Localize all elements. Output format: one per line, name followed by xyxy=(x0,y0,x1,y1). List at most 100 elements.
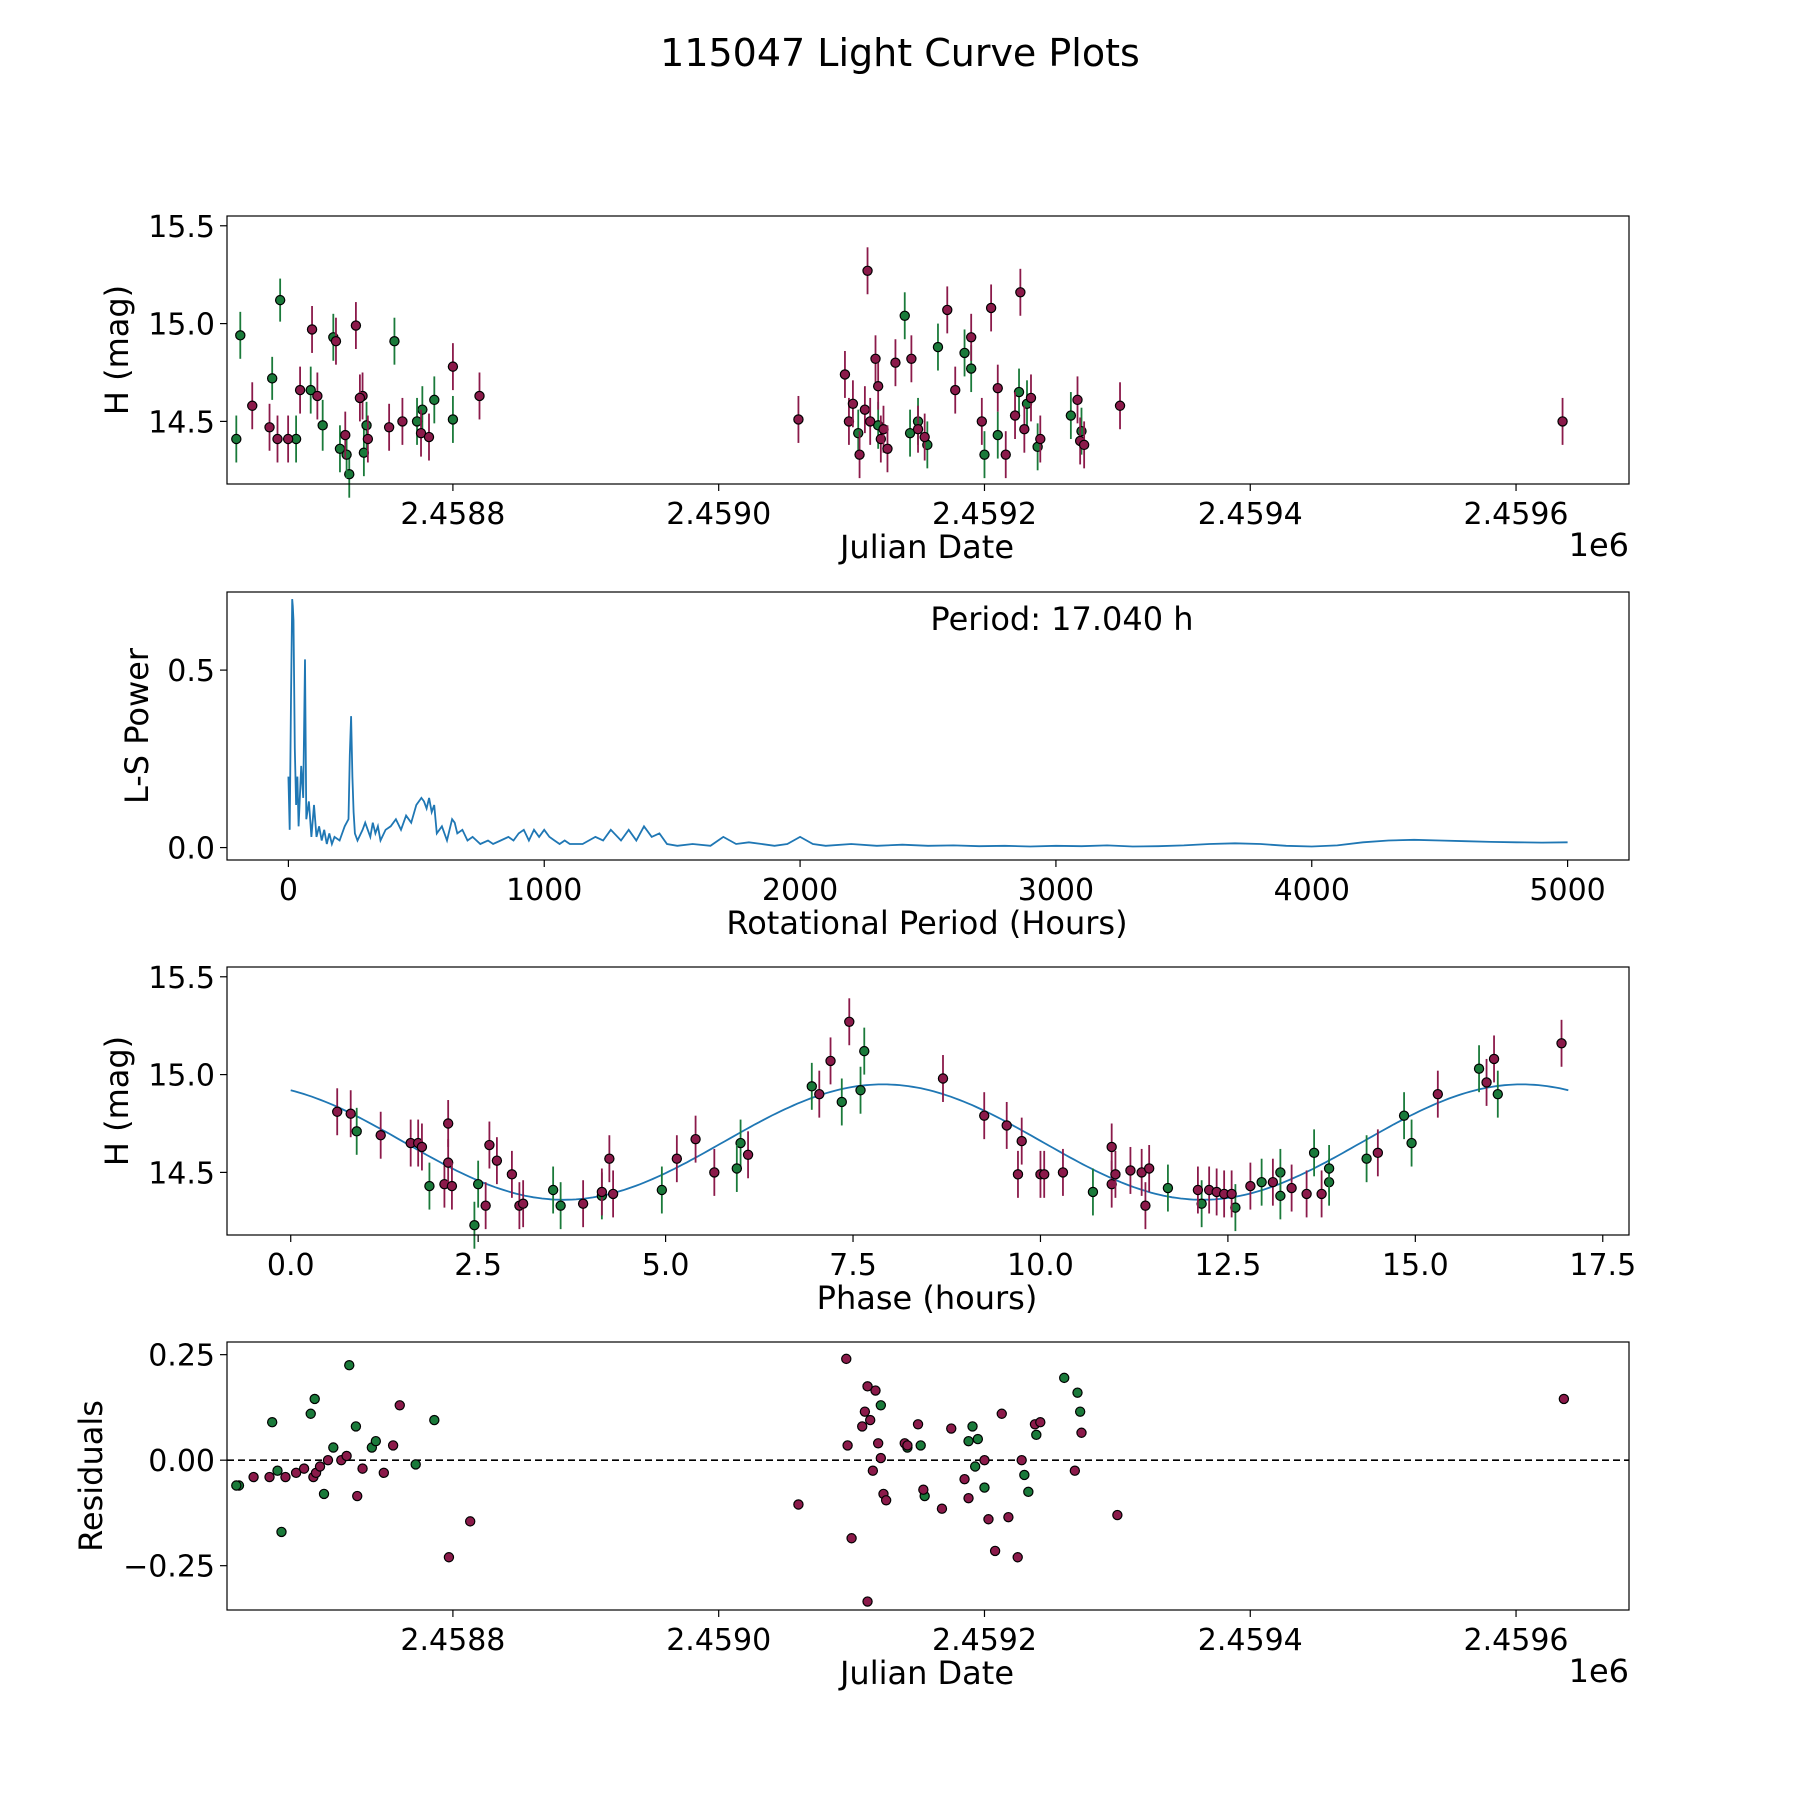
lc-offset-label: 1e6 xyxy=(1569,526,1629,564)
data-point-maroon xyxy=(989,1545,1001,1557)
data-point-green xyxy=(1308,1147,1320,1159)
data-point-green xyxy=(932,341,944,353)
data-point-green xyxy=(547,1184,559,1196)
data-point-green xyxy=(992,429,1003,441)
data-point-maroon xyxy=(322,1454,334,1466)
data-point-green xyxy=(1072,1387,1083,1398)
x-tick-label: 2.4588 xyxy=(400,1623,505,1658)
data-point-maroon xyxy=(976,416,988,427)
data-point-green xyxy=(272,1465,283,1476)
data-point-green xyxy=(899,310,910,321)
data-point-maroon xyxy=(979,1110,990,1121)
data-point-maroon xyxy=(1012,1552,1023,1563)
data-point-maroon xyxy=(902,1440,913,1451)
data-point-maroon xyxy=(875,1452,887,1464)
x-tick-label: 2.4596 xyxy=(1464,497,1569,532)
data-point-green xyxy=(656,1184,668,1196)
data-point-maroon xyxy=(912,424,924,435)
x-tick-label: 0.0 xyxy=(267,1248,315,1283)
data-point-maroon xyxy=(397,416,408,427)
fit-curve xyxy=(290,1083,1569,1201)
data-point-maroon xyxy=(491,1155,503,1166)
data-point-maroon xyxy=(443,1552,455,1563)
data-point-maroon xyxy=(447,361,459,372)
data-point-maroon xyxy=(862,265,873,276)
ls-xlabel: Rotational Period (Hours) xyxy=(726,904,1127,942)
data-point-maroon xyxy=(306,324,318,335)
data-point-maroon xyxy=(846,1533,857,1544)
data-point-maroon xyxy=(992,382,1003,394)
data-point-maroon xyxy=(1112,1509,1123,1521)
data-point-maroon xyxy=(1481,1077,1492,1088)
data-point-maroon xyxy=(375,1130,386,1141)
ls-ticks: 0 1000 2000 3000 4000 5000 0.0 0.5 xyxy=(167,654,1605,908)
data-point-maroon xyxy=(742,1149,754,1160)
data-point-maroon xyxy=(1432,1088,1444,1100)
x-tick-label: 3000 xyxy=(1018,873,1094,908)
data-point-green xyxy=(1406,1137,1417,1149)
x-tick-label: 0 xyxy=(279,873,298,908)
figure-title: 115047 Light Curve Plots xyxy=(660,31,1140,75)
x-tick-label: 15.0 xyxy=(1382,1248,1449,1283)
x-tick-label: 2.4588 xyxy=(400,497,505,532)
data-point-green xyxy=(1323,1163,1335,1174)
data-point-maroon xyxy=(464,1516,476,1527)
data-point-maroon xyxy=(946,1423,957,1434)
data-point-maroon xyxy=(290,1467,302,1479)
data-point-maroon xyxy=(1143,1163,1155,1174)
data-point-maroon xyxy=(671,1153,683,1164)
data-point-green xyxy=(1059,1372,1070,1384)
data-point-maroon xyxy=(864,416,876,427)
data-point-green xyxy=(350,1421,362,1432)
data-point-maroon xyxy=(793,414,804,425)
data-point-maroon xyxy=(1069,1465,1081,1476)
data-point-maroon xyxy=(872,1438,884,1449)
data-point-green xyxy=(875,1400,887,1411)
data-point-maroon xyxy=(330,335,342,347)
data-point-green xyxy=(318,1488,330,1500)
ls-plot-area xyxy=(287,599,1568,848)
data-point-maroon xyxy=(1035,433,1046,445)
data-point-maroon xyxy=(1110,1169,1121,1180)
data-point-green xyxy=(963,1435,974,1447)
data-point-green xyxy=(328,1442,339,1453)
data-point-maroon xyxy=(1226,1188,1237,1200)
data-point-maroon xyxy=(1016,1135,1027,1147)
data-point-maroon xyxy=(859,404,871,415)
data-point-maroon xyxy=(912,1419,924,1430)
data-point-maroon xyxy=(1003,1511,1014,1523)
data-point-maroon xyxy=(1488,1053,1500,1065)
data-point-maroon xyxy=(814,1088,825,1100)
data-point-maroon xyxy=(506,1169,518,1180)
data-point-maroon xyxy=(350,320,362,331)
data-point-maroon xyxy=(345,1108,356,1119)
data-point-maroon xyxy=(942,304,953,316)
data-point-maroon xyxy=(247,400,258,411)
res-xlabel: Julian Date xyxy=(838,1654,1014,1692)
data-point-maroon xyxy=(1035,1416,1046,1428)
data-point-maroon xyxy=(340,429,351,441)
y-tick-label: 15.0 xyxy=(148,308,215,343)
data-point-maroon xyxy=(1001,1120,1012,1131)
data-point-maroon xyxy=(1192,1184,1204,1196)
data-point-green xyxy=(1065,410,1077,421)
data-point-maroon xyxy=(1019,424,1030,435)
data-point-green xyxy=(305,1408,316,1419)
x-tick-label: 2.4590 xyxy=(666,497,771,532)
data-point-maroon xyxy=(314,1461,326,1472)
lc-ylabel: H (mag) xyxy=(98,285,136,415)
data-point-green xyxy=(1031,1429,1042,1441)
data-point-maroon xyxy=(867,1465,879,1476)
x-tick-label: 1000 xyxy=(506,873,582,908)
data-point-green xyxy=(1074,1406,1086,1417)
y-tick-label: 0.00 xyxy=(148,1444,215,1479)
data-point-maroon xyxy=(484,1139,495,1151)
y-tick-label: 15.5 xyxy=(148,210,215,245)
data-point-green xyxy=(853,427,864,439)
data-point-maroon xyxy=(280,1471,291,1483)
y-tick-label: −0.25 xyxy=(123,1550,215,1585)
data-point-green xyxy=(855,1085,866,1096)
data-point-maroon xyxy=(870,353,881,365)
data-point-green xyxy=(309,1393,320,1405)
data-point-maroon xyxy=(839,369,851,380)
